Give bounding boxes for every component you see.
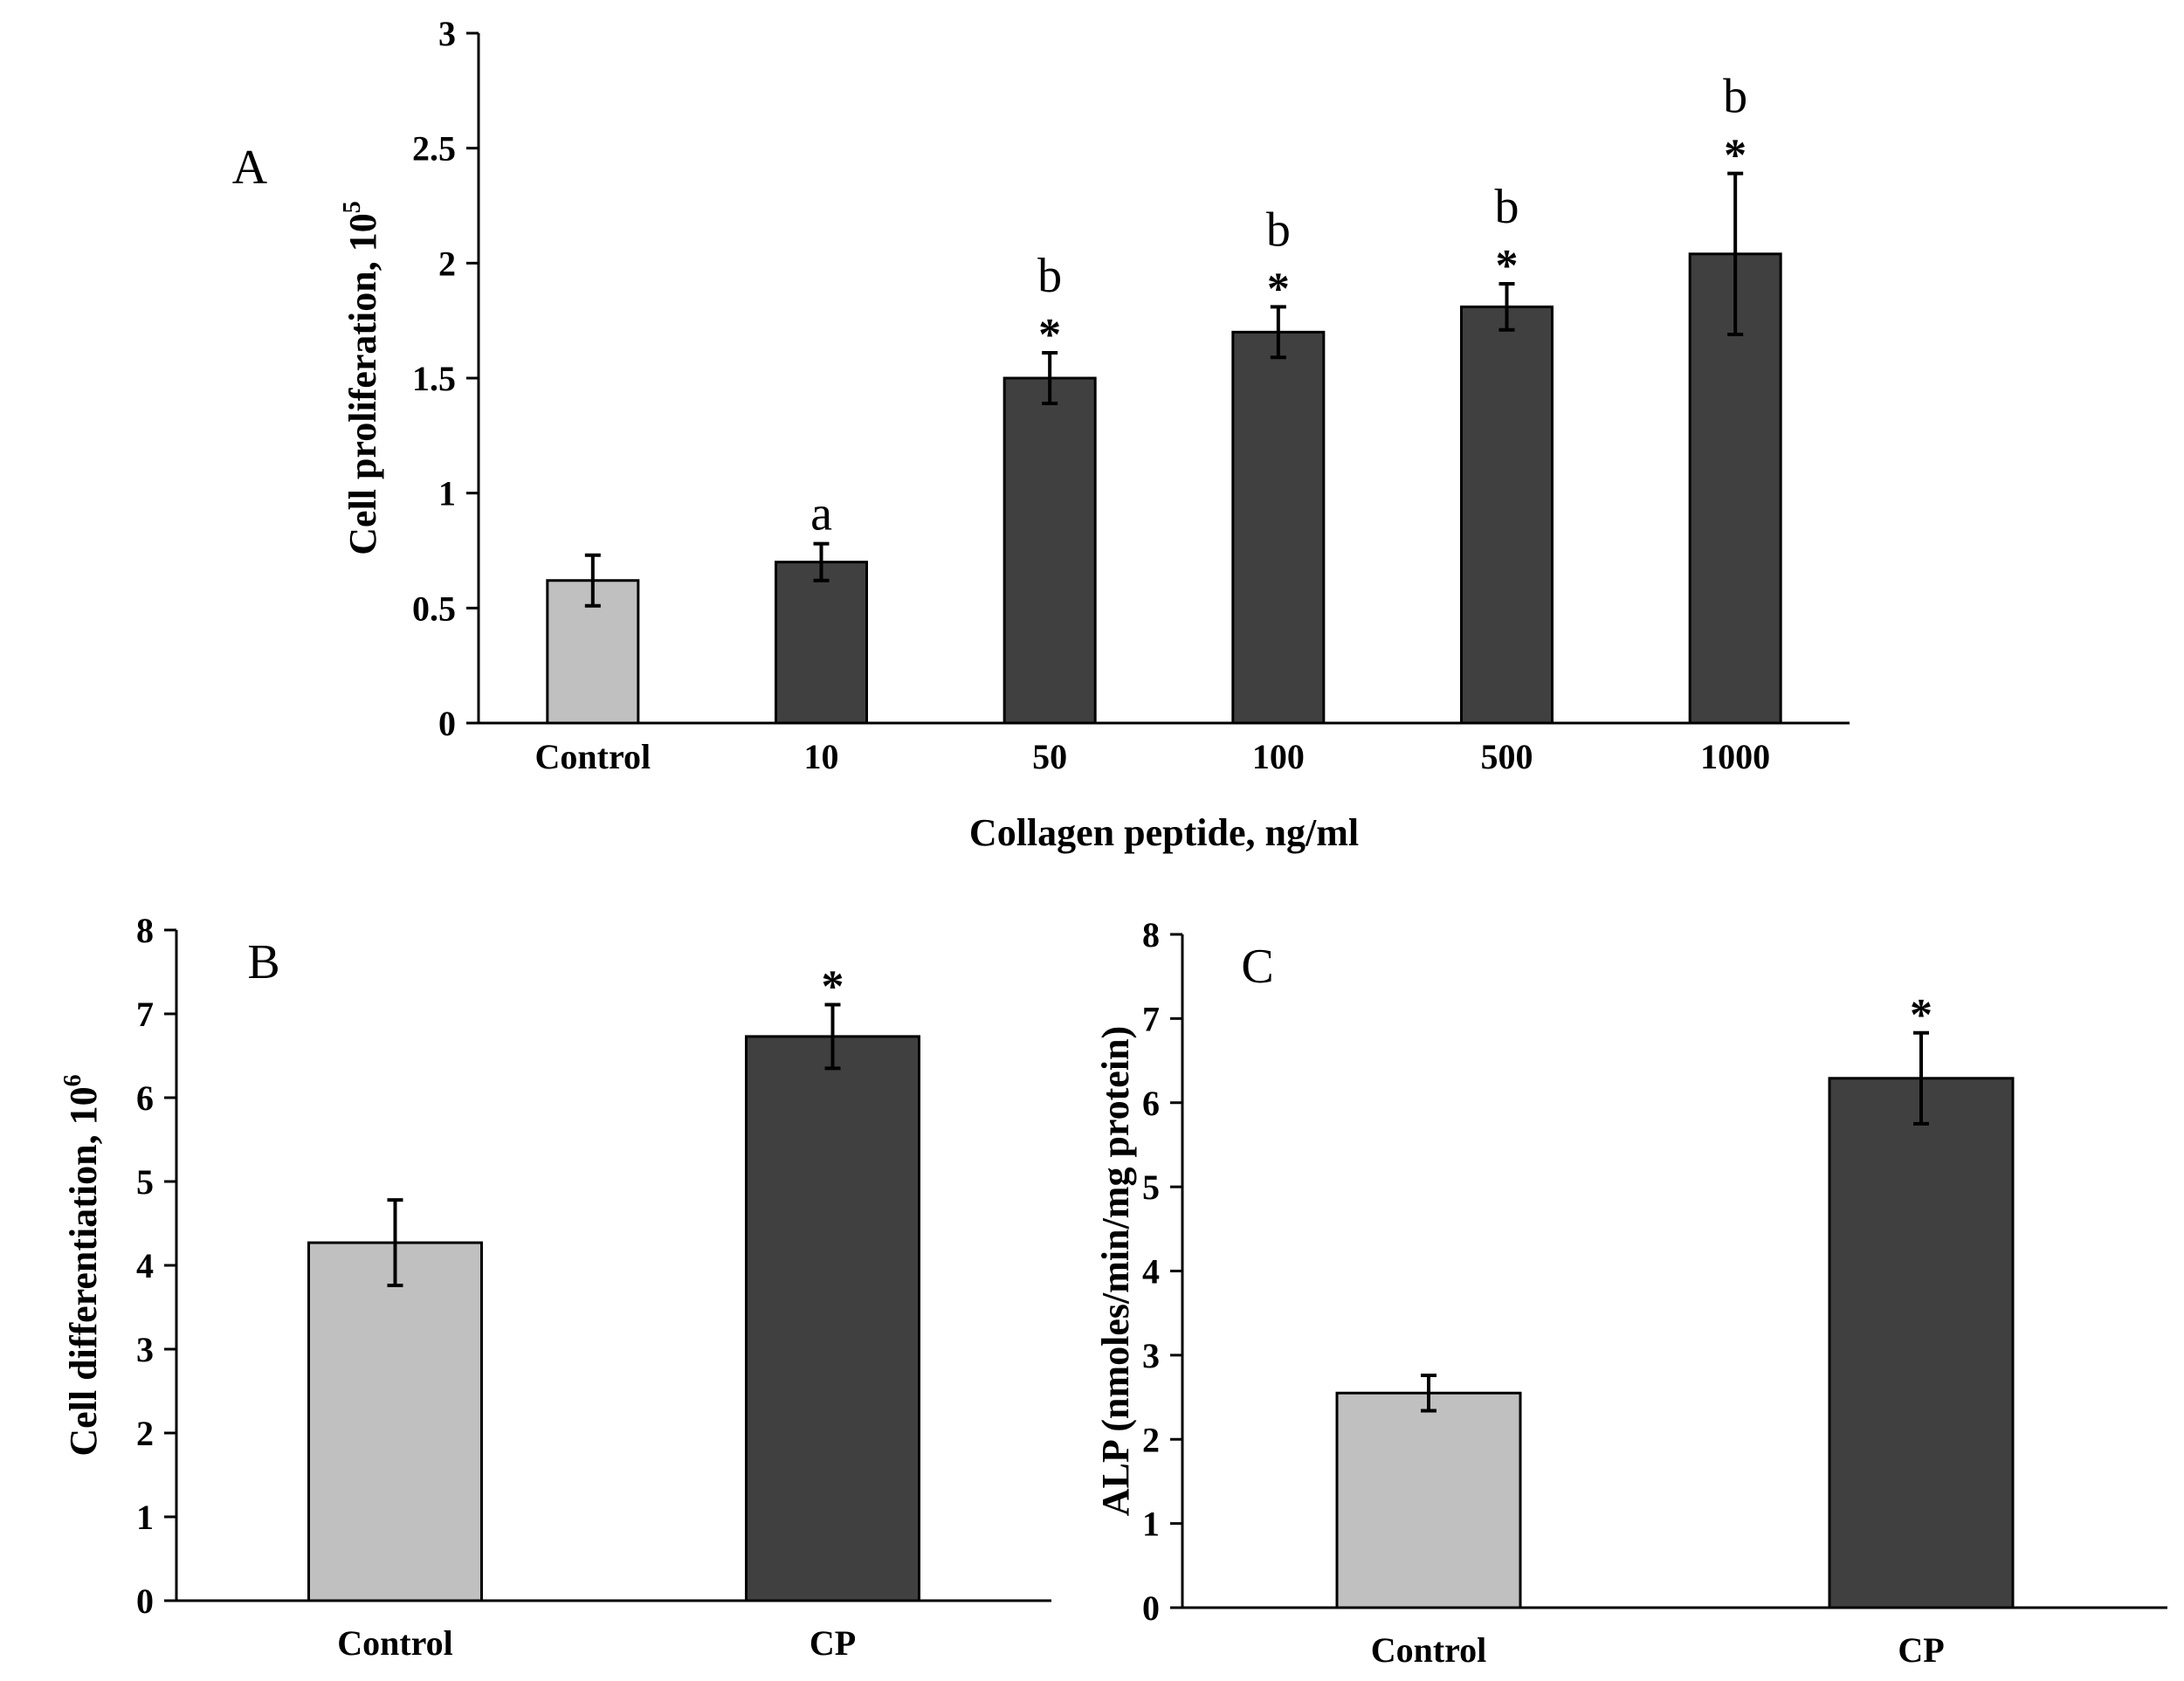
panel-b-y-tick-label: 0 bbox=[136, 1581, 154, 1621]
panel-c-y-tick-label: 0 bbox=[1142, 1588, 1160, 1628]
panel-a-bar bbox=[775, 561, 868, 725]
panel-a-bar bbox=[1002, 376, 1097, 725]
panel-a-y-tick-label: 2 bbox=[438, 244, 456, 283]
panel-a-bar bbox=[1231, 330, 1326, 725]
panel-c-y-tick-label: 8 bbox=[1142, 915, 1160, 954]
panel-a-significance-star: * bbox=[1496, 241, 1519, 291]
panel-a-group-letter: b bbox=[1495, 180, 1519, 234]
panel-a-x-tick-label: 500 bbox=[1481, 737, 1533, 776]
panel-c-y-tick-label: 3 bbox=[1142, 1336, 1160, 1375]
panel-a-y-axis-title-main: Cell proliferation, 10 bbox=[341, 213, 384, 555]
panel-a-y-tick-label: 0 bbox=[438, 704, 456, 743]
panel-a-x-tick-label: 1000 bbox=[1700, 737, 1770, 776]
panel-a-group-letter: b bbox=[1037, 249, 1062, 303]
panel-b-y-tick-label: 6 bbox=[136, 1078, 154, 1118]
panel-a-y-tick-label: 0.5 bbox=[412, 589, 456, 628]
panel-c-y-axis-title-main: ALP (nmoles/min/mg protein) bbox=[1094, 1026, 1137, 1516]
panel-b-y-tick-label: 2 bbox=[136, 1414, 154, 1453]
panel-c-chart: C 0 1 2 3 4 5 6 7 8 ALP (nmoles/min/mg protein) Con… bbox=[1094, 915, 2167, 1670]
panel-b-bar bbox=[307, 1241, 483, 1602]
panel-a-x-tick-label: 100 bbox=[1252, 737, 1305, 776]
panel-a-y-axis-title-sup: 5 bbox=[339, 201, 366, 213]
panel-c-y-tick-label: 7 bbox=[1142, 999, 1160, 1038]
panel-a-significance-star: * bbox=[1038, 310, 1061, 360]
panel-b-y-tick-label: 5 bbox=[136, 1162, 154, 1202]
panel-c-bar bbox=[1828, 1077, 2015, 1609]
panel-b-y-axis-title-sup: 6 bbox=[59, 1074, 86, 1086]
panel-b-y-tick-label: 4 bbox=[136, 1246, 154, 1285]
panel-a-significance-star: * bbox=[1724, 131, 1747, 181]
panel-a-bar bbox=[1460, 305, 1554, 725]
panel-c-x-tick-label: Control bbox=[1371, 1630, 1487, 1670]
panel-c-y-tick-label: 4 bbox=[1142, 1252, 1160, 1292]
panel-b-significance-star: * bbox=[822, 961, 844, 1011]
panel-c-bar bbox=[1335, 1391, 1522, 1609]
panel-a-group-letter: a bbox=[810, 487, 832, 541]
panel-c-y-tick-label: 5 bbox=[1142, 1168, 1160, 1207]
panel-a-x-tick-label: Control bbox=[535, 737, 651, 776]
panel-b-y-tick-label: 8 bbox=[136, 911, 154, 950]
panel-b-bar bbox=[745, 1035, 920, 1602]
panel-b-y-tick-label: 1 bbox=[136, 1498, 154, 1537]
panel-c-y-tick-label: 6 bbox=[1142, 1084, 1160, 1123]
panel-c-y-tick-label: 2 bbox=[1142, 1420, 1160, 1459]
panel-b-y-tick-label: 7 bbox=[136, 995, 154, 1034]
panel-a-y-axis-title: Cell proliferation, 105 bbox=[339, 201, 384, 555]
panel-a-y-tick-label: 1.5 bbox=[412, 359, 456, 398]
panel-c-y-axis-title: ALP (nmoles/min/mg protein) bbox=[1094, 1026, 1137, 1516]
panel-a-significance-star: * bbox=[1267, 264, 1290, 313]
panel-a-y-tick-label: 3 bbox=[438, 14, 456, 53]
panel-b-y-axis-title-main: Cell differentiation, 10 bbox=[62, 1086, 105, 1456]
panel-a-y-tick-label: 2.5 bbox=[412, 129, 456, 169]
panel-c-y-tick-label: 1 bbox=[1142, 1505, 1160, 1544]
panel-b-y-tick-label: 3 bbox=[136, 1330, 154, 1369]
panel-b-label: B bbox=[247, 935, 279, 989]
panel-c-label: C bbox=[1241, 940, 1273, 994]
panel-b-x-tick-label: CP bbox=[810, 1623, 856, 1663]
panel-a-x-axis-title: Collagen peptide, ng/ml bbox=[969, 811, 1359, 854]
panel-b-y-axis-title: Cell differentiation, 106 bbox=[59, 1074, 105, 1456]
panel-a-group-letter: b bbox=[1723, 70, 1747, 124]
panel-a-y-tick-label: 1 bbox=[438, 474, 456, 513]
panel-a-x-tick-label: 10 bbox=[804, 737, 839, 776]
panel-a-group-letter: b bbox=[1266, 203, 1291, 257]
panel-c-significance-star: * bbox=[1910, 990, 1933, 1040]
panel-a-x-tick-label: 50 bbox=[1032, 737, 1067, 776]
panel-a-chart: A 0 0.5 1 1.5 2 2.5 3 Cell proliferation, 105 Col… bbox=[232, 14, 1850, 854]
panel-c-x-tick-label: CP bbox=[1898, 1630, 1944, 1670]
panel-a-label: A bbox=[232, 141, 268, 195]
panel-b-x-tick-label: Control bbox=[337, 1623, 453, 1663]
